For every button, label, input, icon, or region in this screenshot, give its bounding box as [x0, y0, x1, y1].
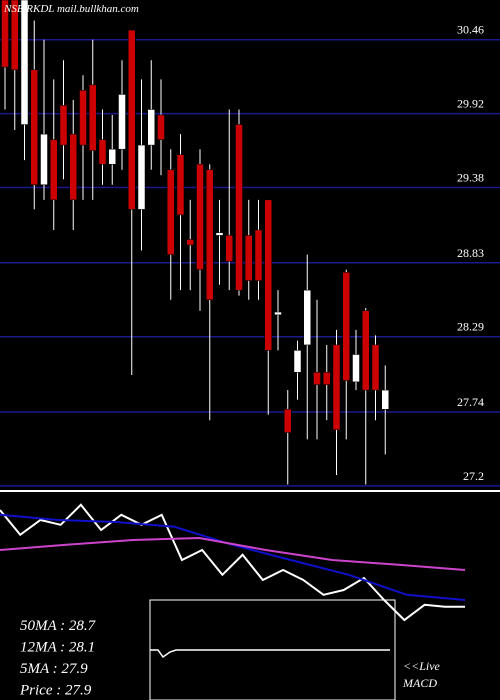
candle-body [323, 372, 331, 385]
candle-body [254, 229, 263, 281]
candle-body [206, 169, 214, 300]
y-tick-label: 28.29 [457, 320, 484, 334]
chart-title: NSE RKDL mail.bullkhan.com [3, 3, 139, 15]
candle-body [79, 90, 87, 146]
candle-body [264, 199, 272, 351]
candle-body [128, 29, 136, 210]
candle-body [371, 344, 380, 391]
candle-body [108, 148, 116, 165]
panel-divider [0, 490, 500, 492]
candle-body [11, 0, 19, 71]
ma-label: 5MA : 27.9 [20, 661, 88, 677]
candle-body [176, 154, 185, 216]
candle-body [381, 389, 389, 410]
candle-body [118, 94, 126, 150]
candle-body [147, 109, 155, 146]
candle-body [245, 235, 253, 281]
indicator-line [0, 503, 465, 622]
candle-body [137, 144, 146, 210]
macd-label: <<Live [403, 659, 441, 673]
ma-label: Price : 27.9 [19, 683, 92, 699]
macd-line [150, 649, 390, 659]
candle-body [274, 311, 282, 316]
candle-body [332, 344, 341, 431]
y-tick-label: 30.46 [457, 23, 484, 37]
candle-body [293, 350, 302, 373]
candle-body [196, 163, 204, 270]
candle-body [89, 84, 97, 151]
candle-body [98, 139, 107, 165]
candle-body [167, 169, 175, 255]
candle-body [20, 0, 29, 125]
candle-body [225, 235, 233, 262]
candle-body [284, 408, 292, 433]
candle-body [59, 105, 68, 146]
candle-body [362, 310, 370, 391]
y-tick-label: 27.2 [463, 469, 484, 483]
candle-body [30, 69, 38, 186]
candle-body [186, 239, 194, 246]
candle-body [1, 0, 9, 68]
candle-body [235, 124, 243, 291]
candle-body [215, 232, 224, 236]
y-tick-label: 27.74 [457, 395, 484, 409]
candle-body [303, 289, 311, 346]
ma-label: 12MA : 28.1 [20, 640, 95, 656]
candle-body [40, 133, 48, 186]
y-tick-label: 29.38 [457, 171, 484, 185]
candle-body [342, 272, 350, 381]
indicator-line [0, 536, 466, 571]
y-tick-label: 29.92 [457, 97, 484, 111]
candle-body [352, 354, 360, 383]
candle-body [69, 133, 77, 201]
y-tick-label: 28.83 [457, 246, 484, 260]
ma-label: 50MA : 28.7 [20, 618, 97, 634]
candle-body [50, 139, 58, 201]
macd-label: MACD [402, 676, 437, 690]
candle-body [313, 372, 321, 385]
candle-body [157, 114, 165, 140]
